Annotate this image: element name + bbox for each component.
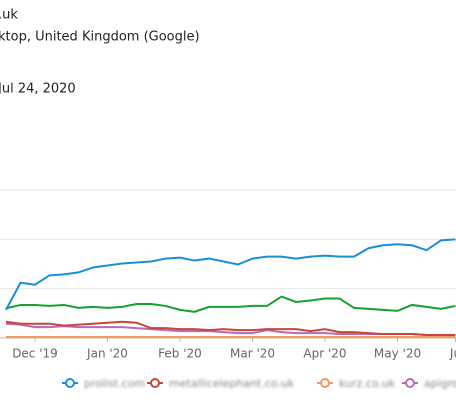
legend-marker <box>405 378 415 388</box>
series-line <box>5 295 456 313</box>
domain: .uk <box>0 8 18 23</box>
x-tick-label: Dec '19 <box>12 347 58 361</box>
legend-marker <box>150 378 160 388</box>
location: ktop, United Kingdom (Google) <box>0 30 200 45</box>
legend-marker <box>320 378 330 388</box>
series-line <box>5 238 456 311</box>
x-tick-label: Apr '20 <box>303 347 346 361</box>
x-tick-label: Ju <box>449 347 456 361</box>
x-tick-label: May '20 <box>374 347 421 361</box>
x-tick-label: Mar '20 <box>230 347 275 361</box>
x-tick-label: Jan '20 <box>86 347 128 361</box>
legend-label: apigroup.com <box>424 377 456 390</box>
legend-label: prolist.com <box>84 377 145 390</box>
legend-label: metallicelephant.co.uk <box>169 377 295 390</box>
date: Jul 24, 2020 <box>0 82 76 97</box>
legend-marker <box>65 378 75 388</box>
x-tick-label: Feb '20 <box>158 347 202 361</box>
legend-label: kurz.co.uk <box>339 377 396 390</box>
series-line <box>5 320 456 337</box>
